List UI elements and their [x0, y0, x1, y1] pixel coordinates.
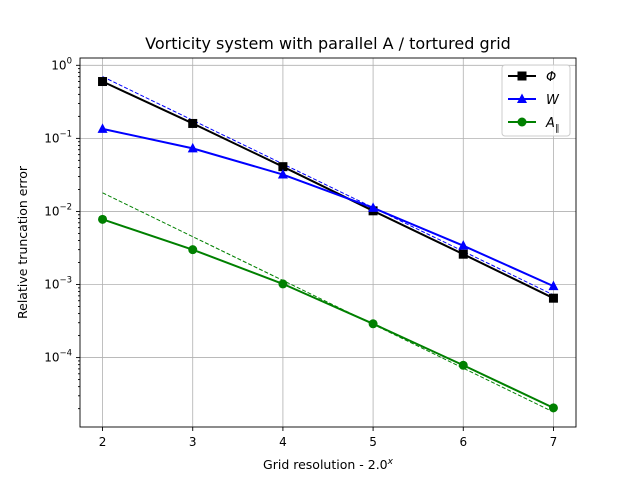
- series-group: [98, 214, 558, 413]
- data-point: [368, 202, 379, 212]
- y-tick-label: 100: [51, 56, 72, 72]
- series-line: [102, 218, 554, 409]
- x-tick-label: 7: [550, 435, 558, 449]
- x-axis-label: Grid resolution - 2.0x: [263, 457, 394, 472]
- x-tick-label: 2: [99, 435, 107, 449]
- series-line: [102, 127, 554, 288]
- series: [97, 77, 559, 413]
- data-point: [548, 403, 558, 413]
- y-tick-label: 10−4: [44, 349, 72, 365]
- y-axis-label: Relative truncation error: [15, 165, 30, 319]
- reference-lines: [102, 76, 554, 413]
- chart-title: Vorticity system with parallel A / tortu…: [145, 34, 511, 53]
- data-point: [188, 245, 198, 255]
- x-axis-ticks: 2 3 4 5 6 7: [99, 427, 558, 449]
- series-group: [97, 123, 559, 291]
- legend: ΦW A∥: [501, 64, 571, 137]
- data-point: [548, 280, 559, 291]
- legend-marker: [517, 117, 527, 127]
- y-axis-ticks: 100 10−1 10−2 10−3 10−4: [44, 56, 80, 410]
- x-tick-label: 4: [279, 435, 287, 449]
- data-point: [278, 162, 288, 172]
- data-point: [187, 142, 198, 153]
- legend-box: [501, 64, 571, 137]
- legend-label: W: [546, 93, 560, 108]
- legend-label: Φ: [546, 70, 556, 85]
- series-line: [102, 80, 554, 300]
- y-tick-label: 10−2: [44, 202, 72, 218]
- x-tick-label: 6: [459, 435, 467, 449]
- data-point: [368, 319, 378, 329]
- y-tick-label: 10−3: [44, 276, 72, 292]
- legend-label: A∥: [545, 116, 559, 134]
- data-point: [98, 214, 108, 224]
- data-point: [277, 169, 288, 179]
- x-axis-label-superscript: x: [387, 457, 394, 467]
- data-point: [458, 240, 469, 250]
- series-group: [98, 77, 558, 303]
- reference-line: [102, 192, 554, 413]
- data-point: [188, 118, 198, 128]
- x-axis-label-text: Grid resolution - 2.0: [263, 457, 388, 472]
- legend-marker: [517, 93, 527, 103]
- data-point: [458, 360, 468, 370]
- plot-frame: [79, 57, 577, 428]
- data-point: [97, 123, 108, 133]
- legend-marker: [517, 71, 527, 81]
- data-point: [458, 249, 468, 259]
- data-point: [278, 279, 288, 289]
- data-point: [548, 293, 558, 303]
- y-tick-label: 10−1: [44, 129, 72, 145]
- reference-line: [102, 76, 554, 296]
- x-tick-label: 5: [369, 435, 377, 449]
- x-tick-label: 3: [189, 435, 197, 449]
- data-point: [98, 77, 108, 87]
